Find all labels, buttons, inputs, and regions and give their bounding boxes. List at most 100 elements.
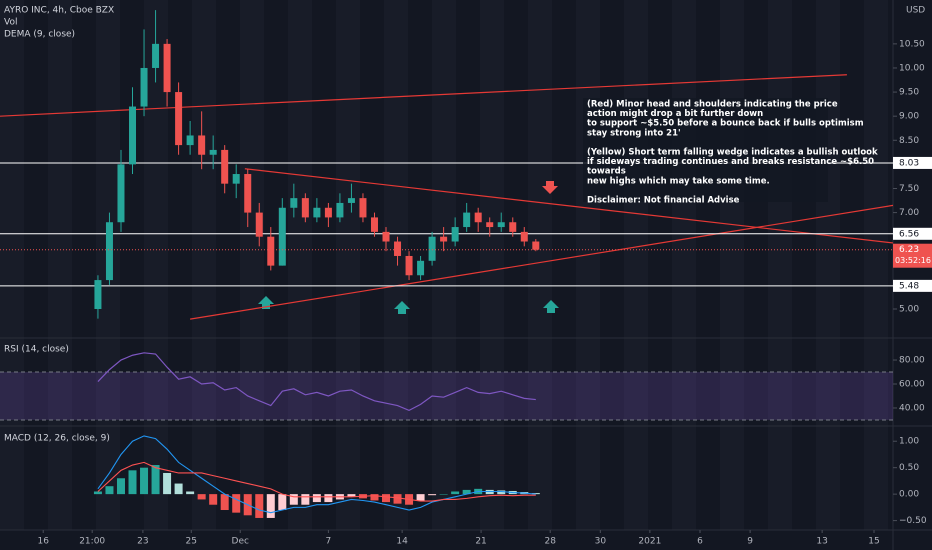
candle-body [209,149,217,155]
stripe [720,0,744,530]
macd-histogram-bar [289,494,298,505]
note-line: new highs which may take some time. [587,176,770,186]
macd-title: MACD (12, 26, close, 9) [4,434,110,444]
candle-body [198,135,206,155]
candle-body [324,207,332,218]
y-tick-label: 8.50 [899,136,919,146]
last-price-bg [893,243,932,268]
x-tick-label: 25 [186,537,197,547]
x-tick-label: 14 [396,537,408,547]
candle-body [382,231,390,242]
x-tick-label: 15 [868,537,879,547]
candle-body [175,92,183,146]
candle-body [394,241,402,256]
macd-histogram-bar [151,465,160,495]
candle-body [290,198,298,208]
macd-histogram-bar [174,483,183,495]
candle-body [232,174,240,184]
note-line: action might drop a bit further down [587,109,763,119]
x-tick-label: 9 [747,537,753,547]
macd-histogram-bar [163,472,172,495]
stripe [480,0,504,530]
x-tick-label: 21 [475,537,486,547]
last-price-label: 6.23 [899,245,919,255]
candle-body [313,207,321,218]
candle-body [347,198,355,203]
macd-histogram-bar [462,489,471,495]
candle-body [221,149,229,184]
candle-body [278,207,286,266]
level-label: 8.03 [899,158,919,168]
rsi-title: RSI (14, close) [4,345,69,355]
macd-histogram-bar [370,494,379,501]
note-line: towards [587,167,626,177]
candle-body [405,255,413,276]
indicator-label: DEMA (9, close) [4,30,75,40]
stripe [0,0,24,530]
y-tick-label: 10.50 [899,39,925,49]
stripe [432,0,456,530]
x-tick-label: 23 [137,537,148,547]
candle-body [186,135,194,146]
macd-histogram-bar [278,494,287,511]
macd-histogram-bar [128,470,137,495]
y-tick-label: 80.00 [899,356,925,366]
macd-histogram-bar [209,494,218,505]
up-arrow [394,301,410,314]
macd-histogram-bar [197,494,206,500]
macd-histogram-bar [232,494,241,513]
level-label: 5.48 [899,281,919,291]
macd-histogram-bar [116,478,125,495]
candle-body [451,227,459,242]
x-tick-label: 13 [816,537,827,547]
level-label-bg [893,227,932,240]
candle-body [117,164,125,223]
stripe [48,0,72,530]
rsi-line [97,352,536,412]
y-tick-label: 9.00 [899,112,919,122]
down-arrow [542,181,558,194]
macd-histogram-bar [428,494,437,496]
trendline [244,168,894,244]
countdown-label: 03:52:16 [895,256,931,265]
x-tick-label: 7 [326,537,332,547]
macd-histogram-bar [439,494,448,495]
candle-body [417,260,425,276]
macd-histogram-bar [324,494,333,503]
y-tick-label: 7.00 [899,208,919,218]
x-tick-label: Dec [232,537,249,547]
stripe [288,0,312,530]
candle-body [267,236,275,266]
candle-body [336,202,344,218]
macd-histogram-bar [255,494,264,518]
macd-histogram-bar [393,494,402,504]
trendline [0,74,847,117]
session-stripes [0,0,888,530]
stripe [528,0,552,530]
candle-body [244,174,252,213]
macd-histogram-bar [266,494,275,518]
note-box [583,98,828,202]
y-tick-label: 9.50 [899,88,919,98]
candle-body [163,43,171,93]
candle-body [509,222,517,232]
stripe [816,0,840,530]
indicator-label: Vol [4,18,17,28]
x-tick-label: 16 [37,537,49,547]
stripe [768,0,792,530]
candle-body [94,280,102,310]
candle-body [129,106,137,165]
macd-histogram-bar [140,467,149,495]
macd-histogram-bar [312,494,321,503]
macd-histogram-bar [93,491,102,495]
note-line: (Yellow) Short term falling wedge indica… [587,148,878,158]
y-tick-label: 60.00 [899,379,925,389]
note-line: to support ~$5.50 before a bounce back i… [587,119,864,129]
stripe [624,0,648,530]
x-tick-label: 21:00 [79,537,105,547]
macd-histogram-bar [451,491,460,495]
candle-body [255,212,263,237]
macd-histogram-bar [186,491,195,495]
level-label-bg [893,279,932,292]
